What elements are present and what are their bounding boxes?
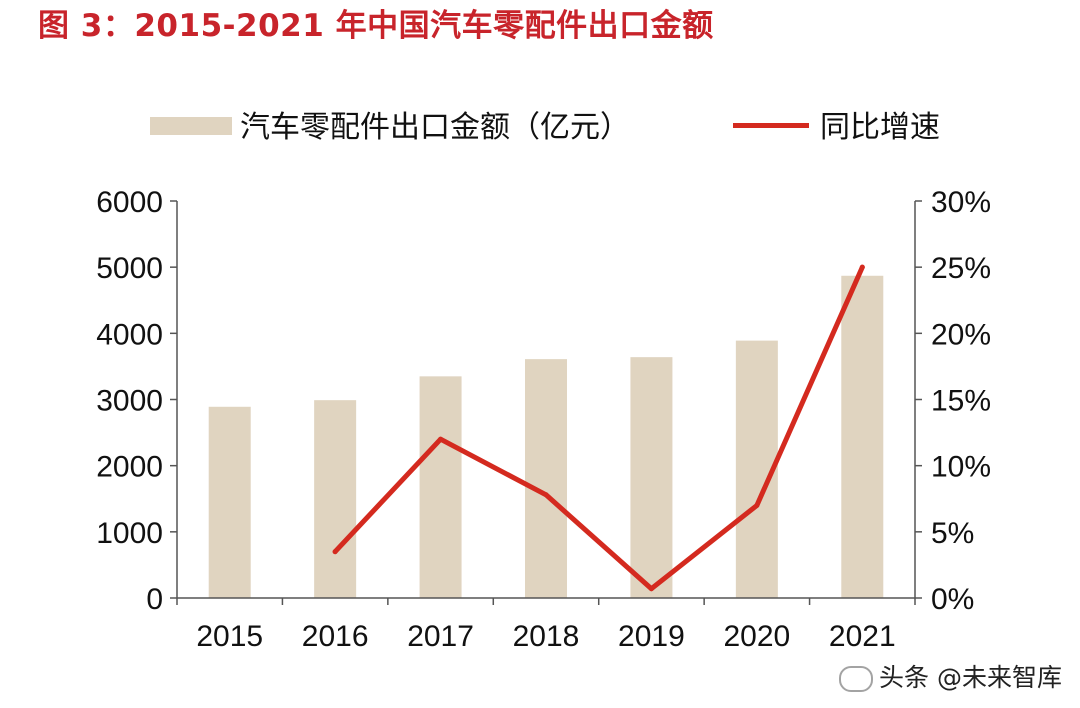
watermark-text: 头条 @未来智库 [879, 663, 1062, 692]
right-tick-label: 15% [931, 385, 991, 418]
bar-2021 [841, 275, 884, 598]
chat-icon [839, 666, 874, 692]
legend-line-swatch [733, 123, 809, 128]
legend-bar-swatch [150, 117, 232, 135]
left-tick-label: 4000 [96, 318, 163, 351]
right-tick-label: 25% [931, 252, 991, 285]
legend-bar-label: 汽车零配件出口金额（亿元） [240, 110, 630, 145]
right-tick-label: 10% [931, 451, 991, 484]
growth-point-2017 [438, 436, 444, 442]
bars-group [208, 275, 884, 598]
legend-line-label: 同比增速 [820, 110, 940, 145]
x-tick-label-2018: 2018 [513, 620, 580, 653]
right-tick-label: 5% [931, 517, 974, 550]
bar-2016 [314, 400, 357, 598]
growth-point-2020 [754, 502, 760, 508]
x-tick-label-2019: 2019 [618, 620, 685, 653]
left-tick-label: 6000 [96, 186, 163, 219]
growth-point-2018 [543, 492, 549, 498]
tick-labels-group: 0 1000 2000 3000 4000 5000 6000 0% 5% 10% 15% 20% 25… [96, 186, 991, 653]
right-tick-label: 0% [931, 583, 974, 616]
right-tick-label: 30% [931, 186, 991, 219]
left-tick-label: 1000 [96, 517, 163, 550]
x-tick-label-2020: 2020 [723, 620, 790, 653]
line-group [332, 264, 865, 592]
x-tick-label-2017: 2017 [407, 620, 474, 653]
bar-2018 [525, 359, 567, 598]
left-tick-label: 5000 [96, 252, 163, 285]
growth-point-2019 [648, 586, 654, 592]
bar-2015 [208, 406, 251, 598]
growth-line [332, 264, 865, 592]
chart-title: 图 3：2015-2021 年中国汽车零配件出口金额 [38, 8, 714, 44]
growth-point-2016 [332, 549, 338, 555]
x-tick-label-2016: 2016 [302, 620, 369, 653]
bar-2017 [419, 376, 462, 598]
watermark: 头条 @未来智库 [839, 658, 1062, 694]
axes-group [170, 200, 922, 605]
left-tick-label: 3000 [96, 385, 163, 418]
right-tick-label: 20% [931, 318, 991, 351]
bar-2019 [630, 357, 673, 598]
left-tick-label: 0 [146, 583, 163, 616]
x-tick-label-2015: 2015 [196, 620, 263, 653]
x-tick-label-2021: 2021 [829, 620, 896, 653]
left-tick-label: 2000 [96, 451, 163, 484]
growth-point-2021 [859, 264, 865, 270]
